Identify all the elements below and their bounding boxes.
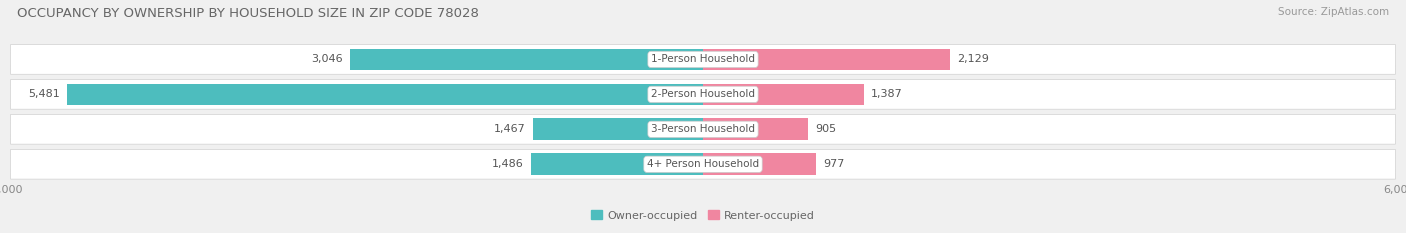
Bar (703, 153, 817, 175)
Text: OCCUPANCY BY OWNERSHIP BY HOUSEHOLD SIZE IN ZIP CODE 78028: OCCUPANCY BY OWNERSHIP BY HOUSEHOLD SIZE… (17, 7, 479, 20)
Text: 977: 977 (824, 159, 845, 169)
Text: Source: ZipAtlas.com: Source: ZipAtlas.com (1278, 7, 1389, 17)
Text: 3,046: 3,046 (311, 55, 343, 64)
Text: 3-Person Household: 3-Person Household (651, 124, 755, 134)
Bar (703, 118, 808, 140)
Bar (703, 49, 950, 70)
Text: 1,467: 1,467 (494, 124, 526, 134)
Legend: Owner-occupied, Renter-occupied: Owner-occupied, Renter-occupied (586, 206, 820, 225)
Text: 4+ Person Household: 4+ Person Household (647, 159, 759, 169)
FancyBboxPatch shape (10, 114, 1396, 144)
Text: 1,387: 1,387 (870, 89, 903, 99)
FancyBboxPatch shape (10, 79, 1396, 109)
FancyBboxPatch shape (10, 149, 1396, 179)
Bar (533, 118, 703, 140)
Bar (703, 83, 863, 105)
Text: 2,129: 2,129 (957, 55, 988, 64)
Text: 2-Person Household: 2-Person Household (651, 89, 755, 99)
Text: 5,481: 5,481 (28, 89, 60, 99)
FancyBboxPatch shape (10, 45, 1396, 74)
Text: 1,486: 1,486 (492, 159, 523, 169)
Bar (67, 83, 703, 105)
Text: 905: 905 (815, 124, 837, 134)
Bar (530, 153, 703, 175)
Bar (350, 49, 703, 70)
Text: 1-Person Household: 1-Person Household (651, 55, 755, 64)
